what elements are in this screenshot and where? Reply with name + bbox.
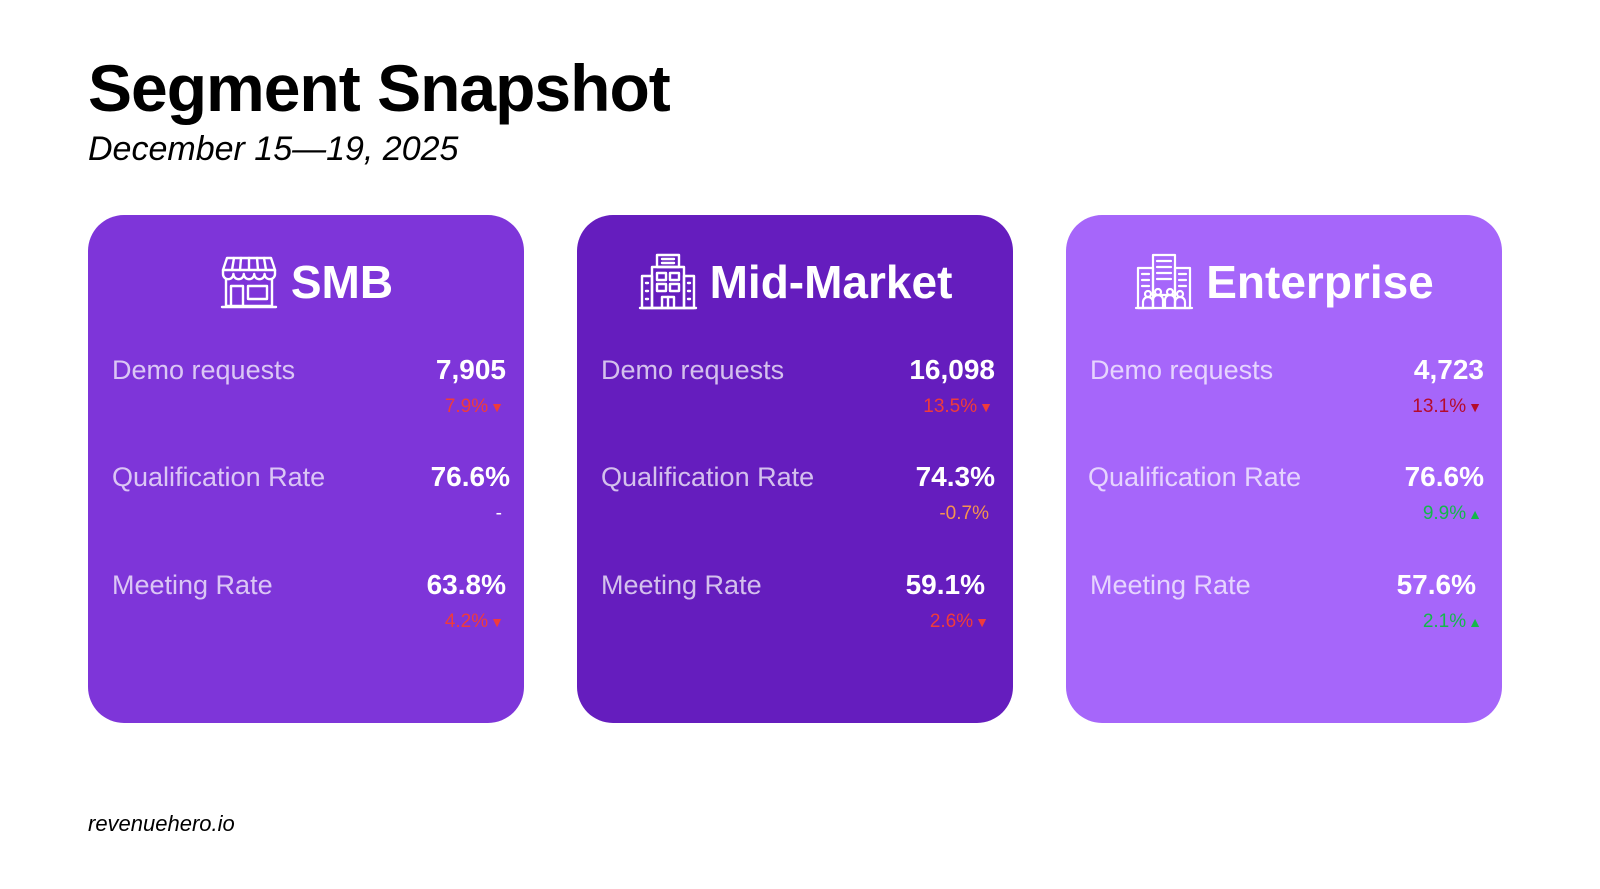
segment-name: Mid-Market — [709, 256, 953, 308]
metric-change: 13.5% ▼ — [923, 396, 993, 417]
metric-label: Qualification Rate — [112, 462, 326, 492]
card-header: SMB — [88, 249, 524, 315]
metric-change: 2.6% ▼ — [929, 611, 989, 632]
page-title: Segment Snapshot — [88, 51, 671, 125]
metric-label: Demo requests — [1090, 355, 1274, 385]
footer-url: revenuehero.io — [88, 811, 235, 836]
segment-card-mid-market: Mid-Market Demo requests 16,098 13.5% ▼ Q… — [577, 215, 1013, 723]
storefront-icon — [220, 256, 278, 309]
metric-value: 59.1% — [905, 569, 985, 600]
metric-label: Meeting Rate — [112, 570, 273, 600]
metric-change: 7.9% ▼ — [444, 396, 504, 417]
metric-demo-requests: Demo requests 16,098 13.5% ▼ — [577, 353, 1013, 433]
metric-label: Meeting Rate — [601, 570, 762, 600]
down-arrow-icon: ▼ — [490, 614, 504, 630]
metric-label: Demo requests — [601, 355, 785, 385]
metric-qualification-rate: Qualification Rate 74.3% -0.7% — [577, 460, 1013, 540]
metric-label: Demo requests — [112, 355, 296, 385]
metric-change: 4.2% ▼ — [444, 611, 504, 632]
metric-value: 7,905 — [435, 354, 506, 385]
card-header: Mid-Market — [577, 249, 1013, 315]
metric-change: 13.1% ▼ — [1412, 396, 1482, 417]
date-range-subtitle: December 15—19, 2025 — [88, 130, 459, 168]
metric-value: 16,098 — [909, 354, 995, 385]
metric-change: 2.1% ▲ — [1422, 611, 1482, 632]
metric-meeting-rate: Meeting Rate 57.6% 2.1% ▲ — [1066, 568, 1502, 648]
segment-name: SMB — [290, 256, 394, 308]
up-arrow-icon: ▲ — [1468, 506, 1482, 522]
down-arrow-icon: ▼ — [1468, 399, 1482, 415]
segment-card-smb: SMB Demo requests 7,905 7.9% ▼ Qualificat… — [88, 215, 524, 723]
card-header: Enterprise — [1066, 249, 1502, 315]
metric-label: Qualification Rate — [1088, 462, 1302, 492]
corporate-building-icon — [1135, 253, 1194, 310]
metric-value: 4,723 — [1413, 354, 1484, 385]
segment-card-enterprise: Enterprise Demo requests 4,723 13.1% ▼ Qu… — [1066, 215, 1502, 723]
metric-change: -0.7% — [939, 503, 989, 524]
down-arrow-icon: ▼ — [979, 399, 993, 415]
metric-qualification-rate: Qualification Rate 76.6% - — [88, 460, 524, 540]
metric-meeting-rate: Meeting Rate 63.8% 4.2% ▼ — [88, 568, 524, 648]
metric-demo-requests: Demo requests 7,905 7.9% ▼ — [88, 353, 524, 433]
metric-change: - — [495, 503, 502, 524]
metric-qualification-rate: Qualification Rate 76.6% 9.9% ▲ — [1066, 460, 1502, 540]
down-arrow-icon: ▼ — [490, 399, 504, 415]
metric-label: Meeting Rate — [1090, 570, 1251, 600]
metric-label: Qualification Rate — [601, 462, 815, 492]
metric-change: 9.9% ▲ — [1422, 503, 1482, 524]
metric-value: 57.6% — [1396, 569, 1476, 600]
metric-value: 63.8% — [426, 569, 506, 600]
down-arrow-icon: ▼ — [975, 614, 989, 630]
metric-value: 76.6% — [1404, 461, 1484, 492]
metric-demo-requests: Demo requests 4,723 13.1% ▼ — [1066, 353, 1502, 433]
segment-name: Enterprise — [1206, 256, 1434, 308]
metric-value: 76.6% — [430, 461, 510, 492]
office-building-icon — [638, 253, 697, 310]
up-arrow-icon: ▲ — [1468, 614, 1482, 630]
metric-value: 74.3% — [915, 461, 995, 492]
metric-meeting-rate: Meeting Rate 59.1% 2.6% ▼ — [577, 568, 1013, 648]
